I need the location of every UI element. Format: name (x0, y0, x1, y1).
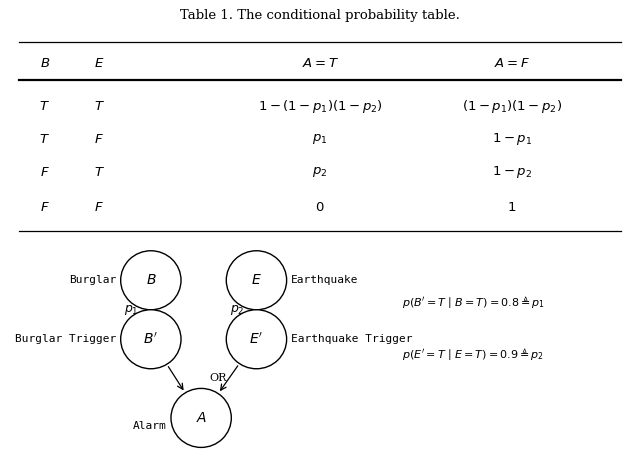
Text: Earthquake Trigger: Earthquake Trigger (291, 334, 412, 344)
Text: $A = F$: $A = F$ (494, 57, 530, 70)
Text: $(1-p_1)(1-p_2)$: $(1-p_1)(1-p_2)$ (462, 98, 562, 115)
Text: $A = T$: $A = T$ (301, 57, 339, 70)
Text: $1-p_1$: $1-p_1$ (492, 131, 532, 147)
Circle shape (227, 251, 287, 310)
Text: $F$: $F$ (40, 166, 50, 179)
Text: $1-(1-p_1)(1-p_2)$: $1-(1-p_1)(1-p_2)$ (257, 98, 383, 115)
Text: $1-p_2$: $1-p_2$ (492, 164, 532, 180)
Text: $T$: $T$ (93, 166, 105, 179)
Text: $T$: $T$ (39, 100, 51, 113)
Text: $E$: $E$ (251, 273, 262, 287)
Text: $p_1$: $p_1$ (124, 303, 139, 317)
Text: $B$: $B$ (40, 57, 50, 70)
Circle shape (227, 310, 287, 369)
Text: Table 1. The conditional probability table.: Table 1. The conditional probability tab… (180, 9, 460, 23)
Text: Earthquake: Earthquake (291, 275, 358, 285)
Circle shape (121, 251, 181, 310)
Text: $p_2$: $p_2$ (230, 303, 244, 317)
Text: OR: OR (209, 372, 227, 382)
Text: Burglar: Burglar (69, 275, 116, 285)
Text: $E$: $E$ (94, 57, 104, 70)
Text: $p_1$: $p_1$ (312, 132, 328, 146)
Text: $T$: $T$ (93, 100, 105, 113)
Text: $A$: $A$ (195, 411, 207, 425)
Text: $0$: $0$ (316, 201, 324, 214)
Text: Alarm: Alarm (133, 421, 167, 431)
Text: $F$: $F$ (94, 201, 104, 214)
Text: $B$: $B$ (145, 273, 156, 287)
Text: Burglar Trigger: Burglar Trigger (15, 334, 116, 344)
Text: $E'$: $E'$ (250, 332, 264, 347)
Text: $p(E' = T \mid E = T) = 0.9 \triangleq p_2$: $p(E' = T \mid E = T) = 0.9 \triangleq p… (402, 346, 544, 362)
Text: $B'$: $B'$ (143, 332, 158, 347)
Circle shape (121, 310, 181, 369)
Text: $F$: $F$ (40, 201, 50, 214)
Text: $p_2$: $p_2$ (312, 165, 328, 179)
Text: $1$: $1$ (508, 201, 516, 214)
Text: $F$: $F$ (94, 133, 104, 146)
Text: $T$: $T$ (39, 133, 51, 146)
Text: $p(B' = T \mid B = T) = 0.8 \triangleq p_1$: $p(B' = T \mid B = T) = 0.8 \triangleq p… (402, 294, 545, 310)
Circle shape (171, 388, 231, 447)
